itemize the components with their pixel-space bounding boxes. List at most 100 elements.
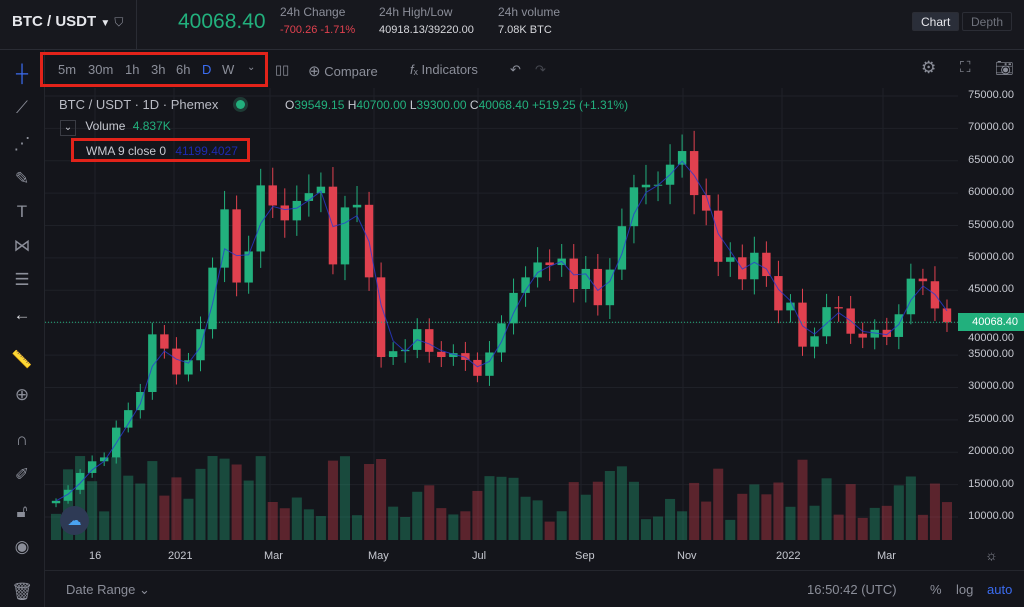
volume-bar (87, 481, 98, 540)
candle-body (545, 262, 554, 266)
volume-bar (327, 460, 338, 540)
axis-settings-icon[interactable]: ☼ (985, 547, 998, 563)
settings-gear-icon[interactable]: ⚙ (921, 58, 937, 77)
volume-bar (785, 506, 796, 540)
candle-body (256, 185, 265, 252)
pattern-icon[interactable]: ⋈ (13, 236, 31, 255)
price-tick-label: 55000.00 (968, 218, 1014, 231)
log-toggle[interactable]: log (956, 582, 974, 597)
candle-body (786, 302, 795, 311)
time-tick-label: 16 (89, 550, 102, 562)
candle-body (617, 226, 627, 270)
price-chart[interactable] (45, 88, 958, 540)
timeframe-w[interactable]: W (222, 62, 235, 77)
candle-body (268, 185, 277, 206)
back-arrow-icon[interactable]: ← (13, 305, 31, 324)
candle-body (352, 204, 362, 208)
candle-type-icon[interactable]: ▯▯ (275, 62, 290, 77)
caret-down-icon: ▼ (100, 18, 111, 29)
timeframe-3h[interactable]: 3h (151, 62, 166, 77)
candle-body (449, 353, 458, 358)
ruler-icon[interactable]: 📏 (11, 350, 33, 369)
date-range-dropdown[interactable]: Date Range ⌄ (66, 582, 150, 597)
auto-toggle[interactable]: auto (987, 582, 1013, 597)
volume-bar (761, 494, 772, 540)
candle-body (509, 292, 518, 324)
wma-indicator-legend[interactable]: WMA 9 close 0 41199.4027 (71, 138, 250, 162)
undo-icon[interactable]: ↶ (510, 62, 521, 77)
volume-bar (339, 456, 350, 540)
volume-bar (231, 464, 242, 540)
volume-bar (869, 507, 880, 540)
trash-icon[interactable]: 🗑︎ (11, 582, 33, 601)
volume-bar (905, 476, 916, 540)
candle-body (677, 151, 687, 165)
symbol-selector[interactable]: BTC / USDT ▼ ⛉ (12, 13, 123, 30)
candle-body (136, 391, 145, 411)
time-tick-label: Nov (677, 550, 697, 562)
tab-chart[interactable]: Chart (912, 12, 960, 31)
magnet-icon[interactable]: ∩ (15, 430, 29, 449)
volume-bar (352, 515, 363, 540)
volume-legend: ⌄ Volume 4.837K (60, 119, 171, 136)
volume-bar (640, 519, 651, 540)
indicators-button[interactable]: fₓ Indicators (410, 62, 478, 77)
lock-drawing-icon[interactable]: ✐ (14, 465, 30, 484)
zoom-in-icon[interactable]: ⊕ (14, 385, 30, 404)
prediction-icon[interactable]: ☰ (14, 270, 30, 289)
candle-body (280, 205, 289, 221)
crosshair-icon[interactable]: ┼ (15, 64, 29, 83)
volume-bar (291, 497, 302, 540)
candle-body (497, 323, 506, 353)
candle-body (521, 277, 530, 293)
percent-toggle[interactable]: % (930, 582, 942, 597)
ohlc-legend: O39549.15 H40700.00 L39300.00 C40068.40 … (285, 98, 629, 112)
timeframe-30m[interactable]: 30m (88, 62, 114, 77)
volume-bar (725, 519, 736, 540)
fullscreen-icon[interactable]: ⛶ (960, 59, 971, 76)
volume-bar (303, 509, 314, 540)
candle-body (858, 333, 867, 338)
volume-bar (496, 476, 507, 540)
favorite-icon[interactable]: ⛉ (114, 15, 124, 29)
text-icon[interactable]: T (16, 202, 28, 221)
collapse-toggle[interactable]: ⌄ (60, 120, 76, 136)
tab-depth[interactable]: Depth (962, 12, 1013, 31)
candle-body (714, 210, 723, 262)
eye-icon[interactable]: ◉ (14, 537, 30, 556)
candle-body (569, 258, 578, 290)
volume-bar (520, 496, 531, 540)
candle-body (184, 360, 193, 375)
price-tick-label: 45000.00 (968, 283, 1014, 296)
brand-logo-icon: ☁ (60, 506, 89, 535)
timeframe-6h[interactable]: 6h (176, 62, 191, 77)
price-axis[interactable]: 75000.00 70000.00 65000.00 60000.00 55000.00… (958, 88, 1024, 540)
candle-body (461, 353, 470, 360)
compare-button[interactable]: ⊕ Compare (308, 63, 378, 80)
candle-body (51, 500, 61, 504)
trendline-icon[interactable]: ⟋ (16, 98, 28, 117)
volume-bar (424, 485, 435, 540)
time-axis[interactable]: 16 2021 Mar May Jul Sep Nov 2022 Mar (45, 540, 958, 570)
brush-icon[interactable]: ✎ (14, 169, 30, 188)
timeframe-more-icon[interactable]: ⌄ (247, 62, 256, 73)
volume-bar (701, 501, 712, 540)
fib-icon[interactable]: ⋰ (13, 134, 31, 153)
volume-bar (821, 478, 832, 540)
candle-body (533, 262, 542, 278)
redo-icon[interactable]: ↷ (535, 62, 546, 77)
timeframe-1h[interactable]: 1h (125, 62, 140, 77)
lock-icon[interactable]: 🔓︎ (16, 502, 28, 521)
volume-bar (917, 514, 928, 540)
timeframe-5m[interactable]: 5m (58, 62, 77, 77)
time-tick-label: Sep (575, 550, 595, 562)
candle-body (425, 329, 434, 352)
timeframe-d[interactable]: D (202, 62, 212, 77)
camera-icon[interactable]: 📷︎ (995, 60, 1015, 77)
time-tick-label: Jul (472, 550, 487, 562)
candle-body (834, 307, 843, 309)
candle-body (918, 278, 928, 282)
time-tick-label: Mar (264, 550, 283, 562)
fx-icon: fₓ (410, 62, 418, 77)
volume-bar (460, 511, 471, 540)
